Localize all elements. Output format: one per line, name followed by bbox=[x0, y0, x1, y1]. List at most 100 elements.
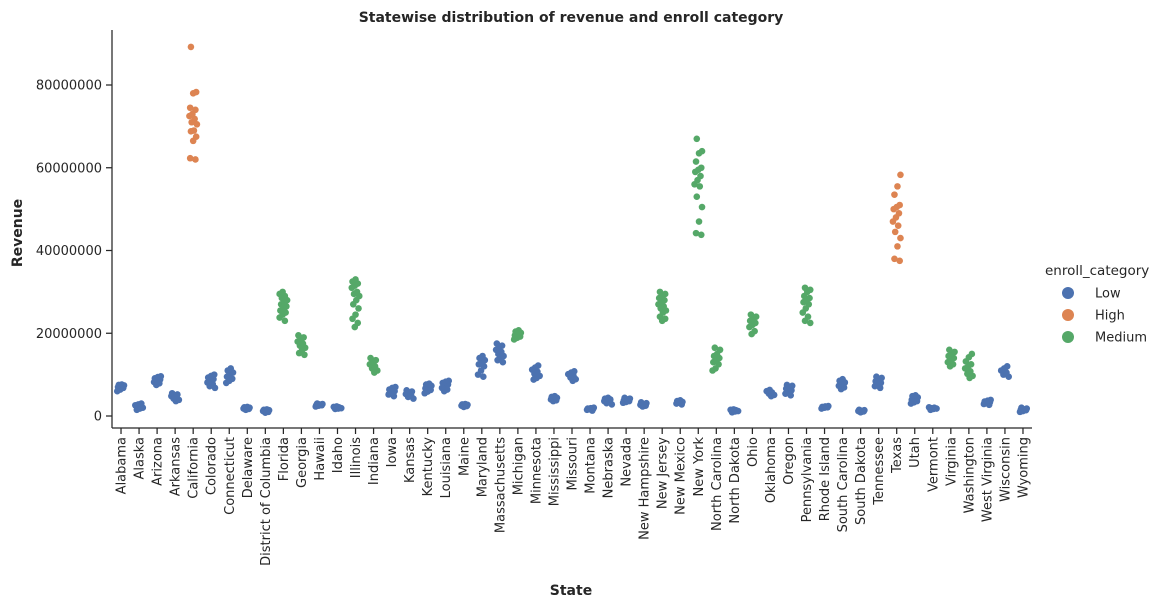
data-point bbox=[896, 201, 904, 209]
data-point bbox=[403, 387, 410, 394]
data-point bbox=[695, 218, 703, 225]
data-point bbox=[788, 382, 796, 390]
data-point bbox=[692, 229, 700, 237]
data-point bbox=[227, 365, 235, 372]
data-point bbox=[621, 394, 628, 402]
data-point bbox=[766, 386, 773, 394]
data-point bbox=[697, 164, 705, 172]
data-point bbox=[806, 294, 813, 302]
data-point bbox=[354, 319, 362, 327]
legend-title: enroll_category bbox=[1045, 263, 1149, 279]
data-points bbox=[113, 43, 1031, 416]
data-point bbox=[1023, 405, 1031, 412]
y-tick-label: 20000000 bbox=[36, 327, 102, 342]
data-point bbox=[801, 284, 809, 292]
y-axis-label: Revenue bbox=[10, 199, 26, 267]
data-point bbox=[168, 389, 176, 397]
data-point bbox=[186, 104, 194, 112]
data-point bbox=[656, 288, 664, 296]
data-point bbox=[263, 406, 271, 413]
x-tick-label: Alaska bbox=[133, 437, 148, 480]
data-point bbox=[186, 154, 194, 162]
data-point bbox=[626, 395, 634, 402]
x-tick-label: Florida bbox=[277, 437, 292, 481]
x-tick-label: Kentucky bbox=[421, 437, 436, 497]
legend-marker bbox=[1062, 287, 1074, 299]
data-point bbox=[355, 305, 362, 312]
x-tick-label: Vermont bbox=[926, 437, 941, 492]
data-point bbox=[480, 373, 487, 380]
x-tick-label: Idaho bbox=[331, 437, 346, 473]
data-point bbox=[1018, 404, 1025, 412]
data-point bbox=[498, 342, 506, 349]
x-tick-label: Iowa bbox=[385, 437, 400, 467]
data-point bbox=[187, 43, 195, 51]
x-axis-label: State bbox=[550, 583, 592, 599]
y-tick-label: 40000000 bbox=[36, 244, 102, 259]
data-point bbox=[445, 377, 453, 385]
legend-label: Medium bbox=[1095, 331, 1147, 346]
data-point bbox=[873, 373, 880, 380]
data-point bbox=[515, 327, 522, 334]
data-point bbox=[925, 404, 933, 411]
data-point bbox=[804, 313, 812, 321]
data-point bbox=[157, 372, 165, 380]
data-point bbox=[751, 327, 758, 335]
data-point bbox=[891, 228, 899, 236]
data-point bbox=[894, 243, 901, 250]
x-tick-label: North Carolina bbox=[710, 437, 725, 531]
x-tick-label: Indiana bbox=[367, 437, 382, 485]
data-point bbox=[930, 404, 938, 412]
x-tick-label: Colorado bbox=[205, 437, 220, 495]
x-tick-label: Arizona bbox=[151, 437, 166, 486]
data-point bbox=[191, 115, 198, 123]
data-point bbox=[281, 317, 289, 325]
data-point bbox=[210, 371, 218, 378]
y-tick-label: 60000000 bbox=[36, 161, 102, 176]
data-point bbox=[912, 392, 919, 399]
data-point bbox=[696, 183, 704, 190]
data-point bbox=[697, 231, 705, 239]
data-point bbox=[243, 403, 251, 411]
x-tick-label: Kansas bbox=[403, 437, 418, 483]
data-point bbox=[783, 381, 791, 389]
x-tick-label: New York bbox=[692, 437, 707, 497]
data-point bbox=[333, 403, 341, 410]
data-point bbox=[806, 319, 814, 327]
data-point bbox=[551, 392, 559, 400]
x-tick-label: Rhode Island bbox=[818, 437, 833, 521]
data-point bbox=[987, 396, 994, 404]
data-point bbox=[698, 203, 706, 211]
data-point bbox=[392, 383, 399, 391]
x-tick-label: Missouri bbox=[566, 437, 581, 491]
legend-marker bbox=[1062, 331, 1074, 343]
data-point bbox=[372, 356, 380, 364]
x-tick-label: New Jersey bbox=[656, 437, 671, 509]
data-point bbox=[895, 209, 903, 217]
data-point bbox=[716, 346, 724, 354]
data-point bbox=[479, 352, 486, 360]
data-point bbox=[353, 288, 361, 296]
x-tick-label: New Mexico bbox=[674, 437, 689, 515]
x-tick-label: West Virginia bbox=[980, 437, 995, 522]
data-point bbox=[192, 156, 199, 163]
data-point bbox=[661, 315, 669, 323]
x-tick-label: South Carolina bbox=[836, 437, 851, 532]
data-point bbox=[661, 290, 669, 298]
data-point bbox=[752, 313, 760, 321]
y-tick-label: 0 bbox=[94, 410, 102, 425]
x-tick-label: Virginia bbox=[944, 437, 959, 486]
x-tick-label: Mississippi bbox=[547, 437, 562, 506]
data-point bbox=[855, 406, 863, 414]
data-point bbox=[891, 255, 898, 263]
x-tick-label: Texas bbox=[890, 437, 905, 474]
data-point bbox=[891, 191, 898, 198]
data-point bbox=[861, 406, 868, 414]
x-tick-label: Maine bbox=[457, 437, 472, 476]
x-tick-label: Oklahoma bbox=[764, 437, 779, 503]
data-point bbox=[534, 362, 542, 369]
data-point bbox=[697, 172, 704, 180]
legend-label: High bbox=[1095, 309, 1125, 324]
data-point bbox=[295, 332, 302, 339]
data-point bbox=[319, 400, 326, 408]
